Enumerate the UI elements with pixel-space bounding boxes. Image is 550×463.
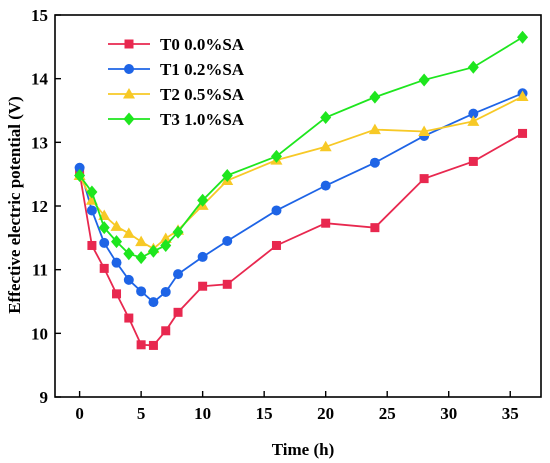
y-tick-label: 11 [32,261,48,280]
data-point [123,112,135,126]
data-point [222,236,233,247]
data-point [319,140,332,152]
series-2 [73,90,529,254]
data-point [418,125,431,137]
data-point [98,221,110,235]
data-point [271,205,282,216]
series-layer [73,30,529,350]
data-point [197,251,208,262]
data-point [124,313,134,323]
y-tick-label: 15 [31,6,48,25]
data-point [136,340,146,350]
x-tick-label: 10 [194,404,211,423]
data-point [419,174,429,184]
data-point [122,227,135,238]
x-tick-label: 30 [440,404,457,423]
x-tick-label: 15 [256,404,273,423]
data-point [198,281,208,291]
data-point [111,257,122,268]
data-point [148,340,158,350]
x-tick-label: 35 [502,404,519,423]
y-tick-label: 12 [31,197,48,216]
data-point [518,128,528,138]
data-point [123,88,135,99]
series-line [78,36,524,259]
data-point [147,244,159,258]
data-point [111,235,123,249]
data-point [160,286,171,297]
x-axis-label: Time (h) [272,440,335,459]
data-point [173,269,184,280]
data-point [124,39,134,49]
data-point [370,223,380,233]
data-point [321,218,331,228]
data-point [136,286,147,297]
data-point [112,289,122,299]
data-point [124,64,134,74]
y-tick-label: 10 [31,324,48,343]
data-point [74,168,86,182]
legend: T0 0.0%SA T1 0.2%SA T2 0.5%SA T3 1.0%SA [108,35,245,129]
data-point [86,185,98,199]
data-point [99,237,110,248]
data-point [110,220,123,231]
y-axis-label: Effective electric potential (V) [5,96,24,314]
data-point [369,90,381,104]
legend-label: T1 0.2%SA [160,60,245,79]
legend-label: T2 0.5%SA [160,85,245,104]
y-axis: 9 10 11 12 13 14 15 [31,6,61,407]
data-point [221,168,233,182]
y-tick-label: 13 [31,133,48,152]
legend-item-1: T1 0.2%SA [108,60,245,79]
x-tick-label: 0 [75,404,84,423]
legend-item-3: T3 1.0%SA [108,110,245,129]
data-point [74,162,85,173]
data-point [148,297,159,308]
data-point [467,60,479,74]
y-tick-label: 9 [40,388,49,407]
data-point [159,232,172,243]
data-point [468,156,478,166]
series-3 [74,30,529,265]
x-tick-label: 25 [379,404,396,423]
data-point [516,90,529,101]
data-point [123,247,135,261]
x-tick-label: 20 [317,404,334,423]
data-point [99,263,109,273]
data-point [87,240,97,250]
x-tick-label: 5 [137,404,146,423]
data-point [271,240,281,250]
data-point [369,157,380,168]
data-point [467,115,480,126]
data-point [517,30,529,44]
data-point [160,238,172,252]
data-point [135,251,147,265]
data-point [123,274,134,285]
data-point [320,180,331,191]
legend-item-0: T0 0.0%SA [108,35,245,54]
series-line [78,132,523,347]
data-point [368,123,381,135]
legend-item-2: T2 0.5%SA [108,85,245,104]
x-axis: 0 5 10 15 20 25 30 35 [75,391,519,423]
data-point [320,111,332,125]
data-point [197,193,209,207]
data-point [173,307,183,317]
data-point [86,205,97,216]
legend-label: T0 0.0%SA [160,35,245,54]
data-point [222,279,232,289]
data-point [468,108,479,119]
data-point [418,73,430,87]
data-point [161,326,171,336]
y-tick-label: 14 [31,70,49,89]
data-point [135,235,148,247]
legend-label: T3 1.0%SA [160,110,245,129]
data-point [172,225,184,239]
data-point [270,149,282,163]
series-1 [74,88,528,308]
